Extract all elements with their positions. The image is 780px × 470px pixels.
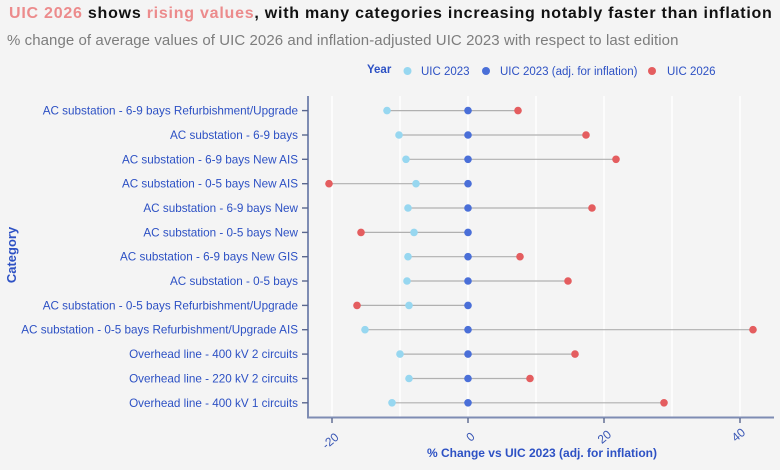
svg-text:Category: Category <box>4 226 19 283</box>
svg-text:-20: -20 <box>319 430 342 452</box>
svg-text:20: 20 <box>595 427 614 447</box>
svg-text:Overhead line - 400 kV 1 circu: Overhead line - 400 kV 1 circuits <box>129 397 298 410</box>
svg-text:0: 0 <box>463 429 477 444</box>
svg-text:UIC 2026: UIC 2026 <box>667 66 716 78</box>
svg-text:Overhead line - 220 kV 2 circu: Overhead line - 220 kV 2 circuits <box>129 373 298 386</box>
svg-text:AC substation - 0-5 bays Refur: AC substation - 0-5 bays Refurbishment/U… <box>43 299 298 312</box>
svg-text:AC substation - 0-5 bays Refur: AC substation - 0-5 bays Refurbishment/U… <box>21 324 298 337</box>
svg-text:AC substation - 6-9 bays New: AC substation - 6-9 bays New <box>143 202 298 215</box>
svg-text:AC substation - 6-9 bays: AC substation - 6-9 bays <box>170 129 298 142</box>
svg-text:AC substation - 6-9 bays Refur: AC substation - 6-9 bays Refurbishment/U… <box>43 105 298 118</box>
svg-text:UIC 2023 (adj. for inflation): UIC 2023 (adj. for inflation) <box>500 66 638 78</box>
svg-text:UIC 2023: UIC 2023 <box>421 66 470 78</box>
svg-text:% Change vs UIC 2023 (adj. for: % Change vs UIC 2023 (adj. for inflation… <box>427 446 657 460</box>
svg-text:AC substation - 0-5 bays New A: AC substation - 0-5 bays New AIS <box>122 178 298 191</box>
svg-text:40: 40 <box>729 425 748 445</box>
svg-text:AC substation - 0-5 bays: AC substation - 0-5 bays <box>170 275 298 288</box>
svg-text:AC substation - 6-9 bays New A: AC substation - 6-9 bays New AIS <box>122 153 298 166</box>
svg-text:AC substation - 6-9 bays New G: AC substation - 6-9 bays New GIS <box>120 251 298 264</box>
svg-text:Overhead line - 400 kV 2 circu: Overhead line - 400 kV 2 circuits <box>129 348 298 361</box>
svg-text:AC substation - 0-5 bays New: AC substation - 0-5 bays New <box>143 226 298 239</box>
